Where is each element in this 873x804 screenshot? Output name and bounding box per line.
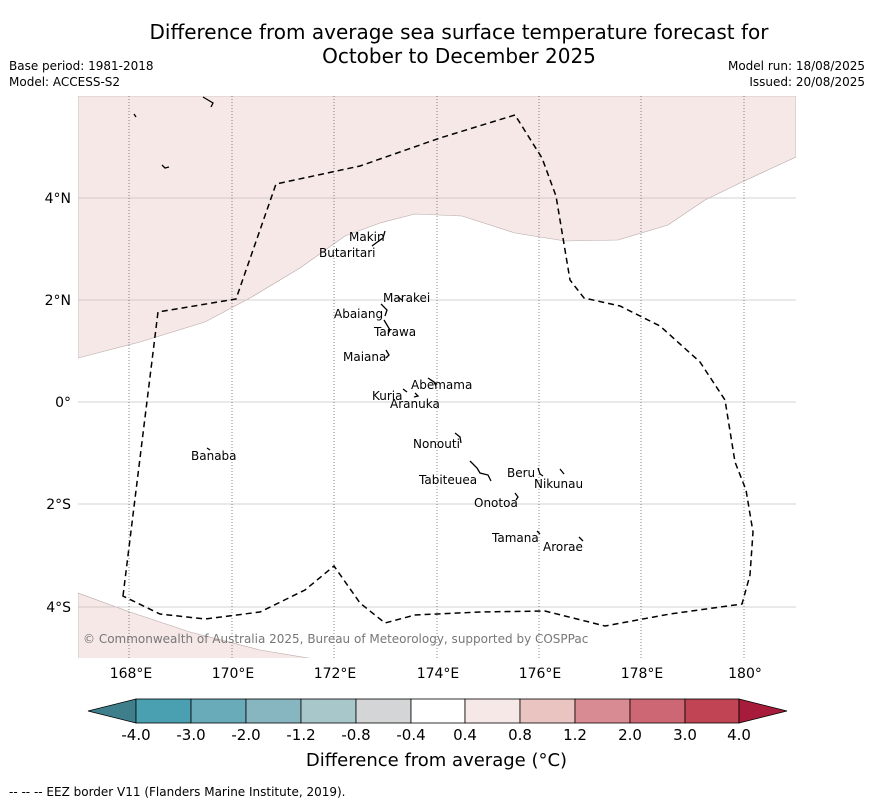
place-label-tarawa: Tarawa [373,325,416,339]
colorbar-bin [629,698,686,724]
copyright-notice: © Commonwealth of Australia 2025, Bureau… [83,632,589,646]
place-label-nikunau: Nikunau [534,477,583,491]
colorbar-tick: 0.8 [508,726,532,744]
colorbar-tick: 2.0 [618,726,642,744]
lon-tick: 176°E [519,666,562,682]
place-label-abemama: Abemama [411,378,472,392]
base-period: Base period: 1981-2018 [9,59,154,73]
colorbar-bin [135,698,192,724]
eez-footnote: -- -- -- EEZ border V11 (Flanders Marine… [9,785,346,799]
map-title: Difference from average sea surface temp… [0,20,873,68]
anomaly-region-north [78,96,796,359]
island-outlines [133,96,584,542]
colorbar-tick: -1.2 [286,726,315,744]
left-metadata: Base period: 1981-2018 Model: ACCESS-S2 [9,58,154,90]
colorbar-bin [190,698,247,724]
place-labels: Makin Butaritari Marakei Abaiang Tarawa … [191,230,583,554]
lat-tick: 0° [55,395,71,411]
colorbar-tick-labels: -4.0 -3.0 -2.0 -1.2 -0.8 -0.4 0.4 0.8 1.… [121,726,751,744]
lat-tick: 4°S [46,600,71,616]
place-label-beru: Beru [507,466,535,480]
place-label-makin: Makin [349,230,385,244]
right-metadata: Model run: 18/08/2025 Issued: 20/08/2025 [728,58,865,90]
colorbar-extend-high [738,698,788,724]
place-label-maiana: Maiana [343,350,386,364]
place-label-tabiteuea: Tabiteuea [418,473,477,487]
place-label-banaba: Banaba [191,449,237,463]
latitude-tick-labels: 4°N 2°N 0° 2°S 4°S [45,191,72,616]
colorbar-tick: 3.0 [673,726,697,744]
colorbar [87,698,788,724]
longitude-tick-labels: 168°E 170°E 172°E 174°E 176°E 178°E 180° [110,666,762,682]
colorbar-tick: 1.2 [563,726,587,744]
place-label-kuria: Kuria [372,389,403,403]
title-line-2: October to December 2025 [322,44,596,68]
colorbar-tick: -3.0 [176,726,205,744]
eez-border [122,114,754,627]
lat-tick: 4°N [45,191,71,207]
place-label-marakei: Marakei [383,291,430,305]
colorbar-bin [410,698,466,724]
anomaly-region-southwest [78,592,310,658]
lon-tick: 170°E [212,666,255,682]
title-line-1: Difference from average sea surface temp… [149,20,769,44]
colorbar-bin [519,698,576,724]
place-label-arorae: Arorae [543,540,583,554]
lon-tick: 174°E [417,666,460,682]
colorbar-tick: 4.0 [727,726,751,744]
lon-tick: 178°E [621,666,664,682]
model-run: Model run: 18/08/2025 [727,59,865,73]
place-label-onotoa: Onotoa [474,496,518,510]
place-label-butaritari: Butaritari [319,246,376,260]
lon-tick: 180° [728,666,762,682]
place-label-tamana: Tamana [491,531,539,545]
colorbar-bin [574,698,631,724]
colorbar-tick: -0.8 [341,726,370,744]
place-label-nonouti: Nonouti [413,437,460,451]
colorbar-tick: -2.0 [231,726,260,744]
colorbar-bin [355,698,412,724]
colorbar-tick: -0.4 [396,726,425,744]
colorbar-bin [464,698,521,724]
place-label-aranuka: Aranuka [390,397,440,411]
longitude-gridlines [128,96,745,658]
model-name: Model: ACCESS-S2 [9,75,121,89]
colorbar-bin [684,698,740,724]
lat-tick: 2°S [46,497,71,513]
issued-date: Issued: 20/08/2025 [749,75,865,89]
colorbar-bin [300,698,357,724]
colorbar-bin [245,698,302,724]
lat-tick: 2°N [45,293,71,309]
colorbar-tick: 0.4 [453,726,477,744]
colorbar-tick: -4.0 [121,726,150,744]
map-area [78,96,796,658]
place-label-abaiang: Abaiang [334,307,383,321]
lon-tick: 168°E [110,666,153,682]
colorbar-extend-low [87,698,137,724]
lon-tick: 172°E [314,666,357,682]
colorbar-label: Difference from average (°C) [305,750,568,771]
